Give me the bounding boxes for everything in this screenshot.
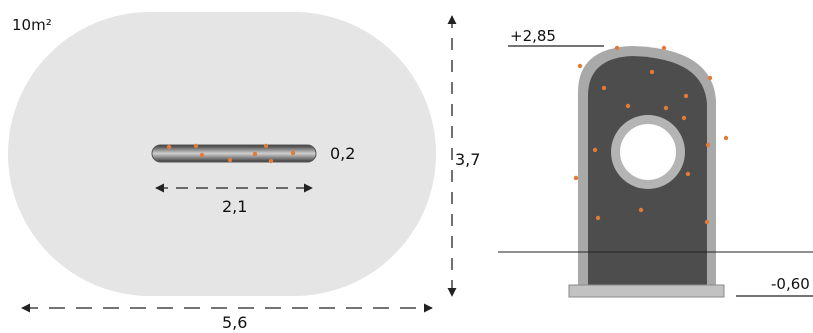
climbing-panel-elevation (569, 46, 728, 297)
climbing-hold (269, 159, 273, 163)
climbing-hold (291, 151, 295, 155)
climbing-hold (682, 116, 686, 120)
climbing-hold (664, 106, 668, 110)
zone-width-label: 5,6 (222, 315, 247, 331)
climbing-hold (724, 136, 728, 140)
climbing-hold (264, 144, 268, 148)
climbing-hold (705, 220, 709, 224)
climbing-hold (684, 94, 688, 98)
top-height-label: +2,85 (510, 29, 556, 44)
climbing-hold (578, 64, 582, 68)
element-length-label: 0,2 (330, 146, 355, 162)
climbing-hold (200, 153, 204, 157)
zone-depth-label: 3,7 (455, 152, 480, 168)
climbing-hold (596, 216, 600, 220)
climbing-hold (593, 148, 597, 152)
foundation-depth-label: -0,60 (771, 277, 810, 292)
climbing-hold (167, 145, 171, 149)
climbing-hold (574, 176, 578, 180)
base-plate (569, 285, 724, 297)
climbing-hold (706, 143, 710, 147)
climbing-hold (228, 158, 232, 162)
porthole-opening (620, 124, 676, 180)
climbing-hold (615, 46, 619, 50)
climbing-hold (639, 208, 643, 212)
element-width-label: 2,1 (222, 199, 247, 215)
climbing-hold (650, 70, 654, 74)
climbing-hold (253, 152, 257, 156)
climbing-hold (626, 104, 630, 108)
climbing-hold (602, 86, 606, 90)
climbing-hold (194, 144, 198, 148)
area-label: 10m² (12, 18, 52, 33)
climbing-hold (686, 172, 690, 176)
climbing-element-plan (152, 144, 316, 163)
climbing-hold (662, 46, 666, 50)
climbing-hold (708, 76, 712, 80)
